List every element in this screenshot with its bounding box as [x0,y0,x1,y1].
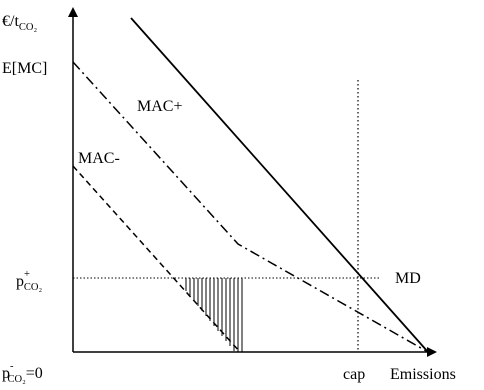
md-label: MD [395,270,421,287]
mac-plus-curve [130,17,429,353]
x-axis-label: Emissions [390,366,456,383]
cap-label: cap [343,366,365,383]
y-axis-label: €/tCO₂ [2,13,37,33]
hatched-area [185,278,243,352]
expected-mc-curve [72,61,429,353]
mac-minus-label: MAC- [78,150,120,167]
price-plus-label: p+ CO₂ [16,269,43,293]
mac-minus-curve [72,165,241,353]
expected-mc-label: E[MC] [2,60,47,77]
mac-plus-label: MAC+ [137,98,182,115]
price-minus-label: p-CO₂=0 [2,361,43,385]
